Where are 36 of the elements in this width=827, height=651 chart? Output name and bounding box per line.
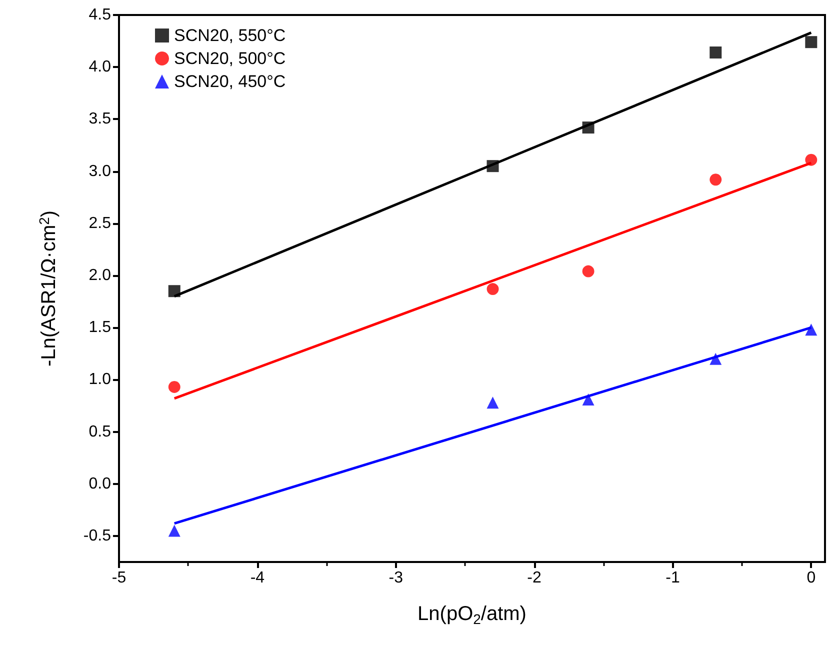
x-tick-label: -2 [527, 570, 542, 586]
point [582, 393, 594, 406]
point [486, 160, 499, 172]
point [710, 174, 722, 186]
y-tick-label: 3.0 [88, 162, 112, 180]
y-tick-label: 1.0 [88, 371, 112, 388]
point [710, 352, 722, 365]
point [805, 154, 818, 166]
y-tick-label: 4.5 [88, 6, 112, 24]
x-tick-label: -1 [666, 570, 680, 586]
legend-label: SCN20, 450°C [174, 72, 286, 91]
point [710, 46, 722, 59]
y-tick-label: 2.0 [88, 266, 112, 284]
y-axis-title: -Ln(ASR1/Ω·cm2) [36, 210, 60, 367]
point [168, 380, 180, 393]
y-tick-label: -0.5 [83, 527, 112, 544]
point [486, 283, 499, 296]
point [168, 524, 180, 537]
x-tick-label: -4 [250, 570, 265, 586]
y-tick-label: 3.5 [88, 110, 112, 128]
y-tick-label: 4.0 [88, 58, 112, 76]
point [582, 122, 594, 134]
y-tick-label: 0.0 [88, 475, 112, 492]
point [582, 265, 594, 278]
y-tick-label: 1.5 [88, 319, 112, 336]
point [805, 36, 818, 48]
point [805, 324, 818, 336]
legend-label: SCN20, 550°C [174, 26, 286, 45]
legend-label: SCN20, 500°C [174, 49, 286, 68]
y-tick-label: 0.5 [88, 423, 112, 440]
y-tick-label: 2.5 [88, 214, 112, 232]
x-tick-label: -3 [388, 570, 404, 586]
point [486, 396, 499, 409]
x-tick-label: -5 [112, 570, 126, 586]
x-tick-label: 0 [806, 570, 816, 586]
point [168, 285, 180, 298]
